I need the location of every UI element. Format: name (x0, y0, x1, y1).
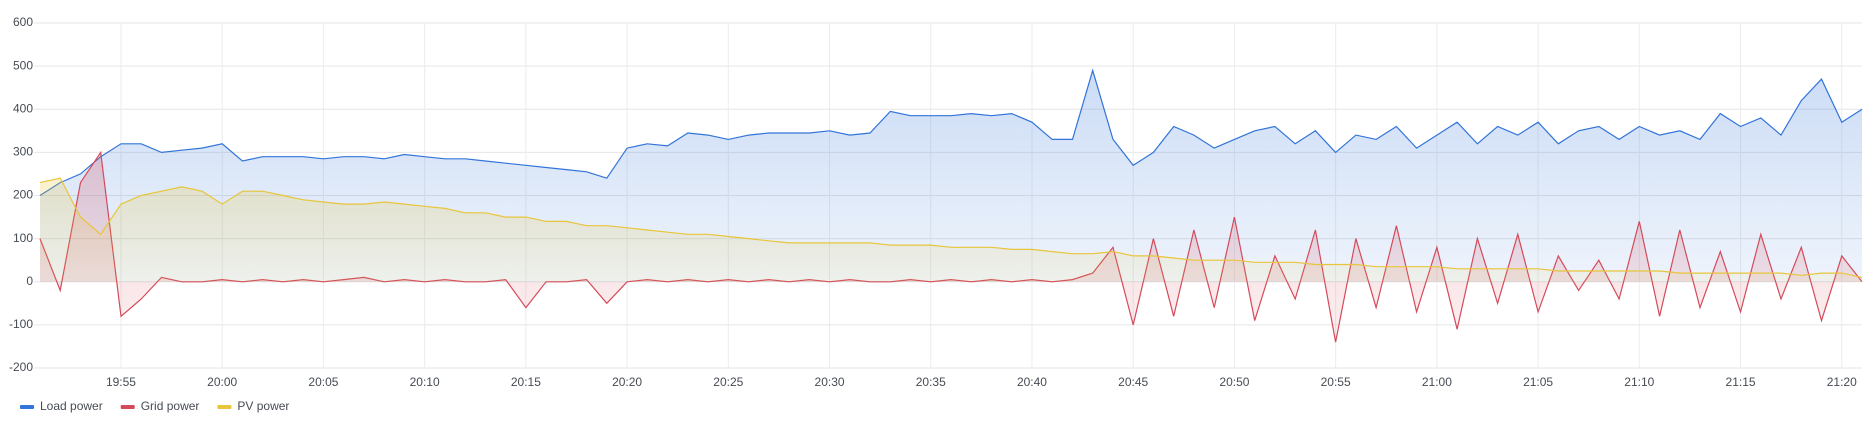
series-line (39, 68, 1863, 197)
legend-swatch (20, 405, 34, 409)
x-tick-label: 20:25 (713, 375, 743, 389)
x-tick-label: 19:55 (106, 375, 136, 389)
x-tick-label: 20:55 (1321, 375, 1351, 389)
series-line (39, 177, 1863, 278)
x-tick-label: 21:15 (1726, 375, 1756, 389)
y-tick-label: 100 (13, 231, 33, 245)
legend-swatch (217, 405, 232, 409)
y-tick-label: 300 (13, 145, 33, 159)
y-tick-label: 500 (13, 58, 33, 72)
x-tick-label: 20:15 (511, 375, 541, 389)
legend-label: Grid power (141, 399, 200, 413)
area-fill (40, 178, 1862, 282)
legend-label: Load power (40, 399, 103, 413)
x-tick-label: 21:00 (1422, 375, 1452, 389)
x-tick-label: 21:10 (1624, 375, 1654, 389)
y-tick-label: 400 (13, 101, 33, 115)
y-tick-label: -200 (9, 360, 33, 374)
y-tick-label: -100 (9, 317, 33, 331)
legend-swatch (120, 405, 135, 409)
x-tick-label: 20:30 (815, 375, 845, 389)
x-tick-label: 20:00 (207, 375, 237, 389)
x-tick-label: 21:20 (1827, 375, 1857, 389)
x-tick-label: 21:05 (1523, 375, 1553, 389)
x-tick-label: 20:10 (410, 375, 440, 389)
x-tick-label: 20:40 (1017, 375, 1047, 389)
y-tick-label: 200 (13, 188, 33, 202)
y-tick-label: 600 (13, 15, 33, 29)
x-tick-label: 20:35 (916, 375, 946, 389)
x-tick-label: 20:45 (1118, 375, 1148, 389)
x-tick-label: 20:20 (612, 375, 642, 389)
x-tick-label: 20:50 (1219, 375, 1249, 389)
legend-label: PV power (237, 399, 289, 413)
x-tick-label: 20:05 (308, 375, 338, 389)
y-tick-label: 0 (26, 274, 33, 288)
